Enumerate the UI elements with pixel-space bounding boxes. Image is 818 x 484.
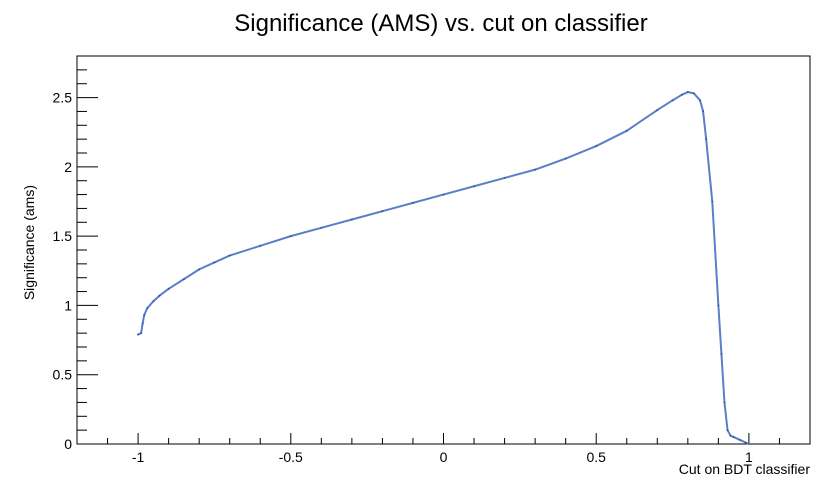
y-tick-label: 1.5 — [53, 228, 73, 244]
data-point — [693, 92, 695, 95]
x-tick-label: 0.5 — [586, 449, 606, 465]
y-axis-ticks — [77, 55, 98, 445]
data-point — [711, 200, 714, 203]
data-point — [680, 93, 683, 96]
data-point — [320, 226, 323, 229]
data-point — [289, 235, 292, 238]
data-point — [702, 110, 705, 113]
data-point — [381, 210, 384, 213]
chart-title: Significance (AMS) vs. cut on classifier — [234, 10, 647, 37]
data-point — [625, 129, 628, 132]
y-tick-label: 2 — [64, 159, 72, 175]
data-point — [534, 168, 537, 171]
data-point — [350, 218, 353, 221]
data-point — [723, 401, 726, 404]
x-tick-label: -0.5 — [279, 449, 303, 465]
data-point — [141, 322, 144, 325]
data-point — [686, 91, 689, 93]
data-point — [503, 177, 506, 179]
data-point — [152, 300, 155, 303]
data-point — [729, 434, 732, 437]
data-point — [656, 109, 659, 111]
plot-frame — [76, 55, 811, 445]
data-point — [744, 441, 747, 444]
data-point — [699, 99, 701, 102]
data-point — [738, 438, 741, 441]
data-point — [726, 429, 729, 432]
data-point — [717, 304, 720, 307]
data-point — [182, 278, 185, 280]
data-point — [228, 254, 231, 257]
data-point — [213, 261, 216, 264]
data-point — [705, 138, 708, 141]
data-point — [748, 443, 750, 445]
data-point — [259, 244, 262, 247]
x-axis-tick-labels: -1 -0.5 0 0.5 1 — [132, 449, 753, 465]
data-point — [473, 185, 475, 188]
data-point — [412, 201, 414, 204]
series-line-0 — [137, 91, 750, 445]
data-point — [158, 294, 161, 297]
data-point — [564, 157, 567, 160]
data-point — [442, 193, 445, 196]
x-axis-ticks — [107, 433, 811, 444]
data-point — [595, 145, 598, 147]
data-point — [137, 333, 139, 336]
x-axis-label: Cut on BDT classifier — [679, 461, 811, 477]
y-tick-label: 2.5 — [53, 90, 73, 106]
data-point — [198, 268, 201, 271]
x-tick-label: 0 — [440, 449, 448, 465]
y-tick-label: 1 — [64, 297, 72, 313]
y-axis-label: Significance (ams) — [21, 185, 37, 300]
data-point — [671, 99, 674, 102]
y-tick-label: 0.5 — [53, 367, 73, 383]
x-tick-label: 1 — [745, 449, 753, 465]
series-layer — [137, 91, 750, 445]
data-point — [167, 287, 170, 290]
data-point — [140, 332, 143, 335]
data-point — [146, 307, 149, 310]
x-tick-label: -1 — [132, 449, 145, 465]
y-axis-tick-labels: 0 0.5 1 1.5 2 2.5 — [53, 90, 73, 452]
data-point — [720, 353, 723, 355]
data-point — [732, 436, 735, 438]
data-point — [143, 314, 146, 317]
y-tick-label: 0 — [64, 436, 72, 452]
